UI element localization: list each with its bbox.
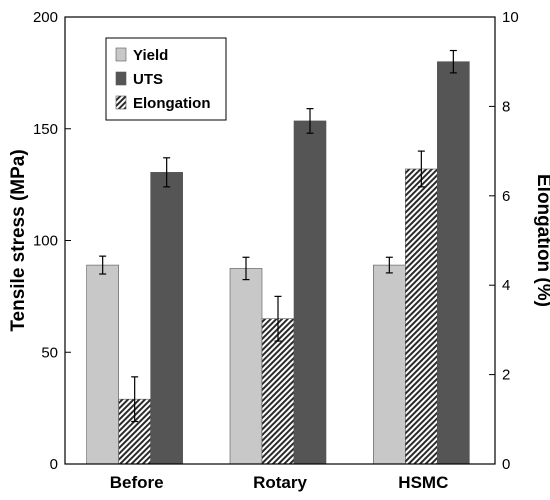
bar-elongation-hsmc: [405, 168, 438, 465]
bar-yield-hsmc: [373, 264, 406, 465]
error-bar-uts-before: [163, 157, 171, 188]
left-tick-label: 100: [33, 233, 58, 250]
legend: Yield UTS Elongation: [105, 37, 227, 121]
error-bar-elongation-hsmc: [417, 150, 425, 188]
legend-swatch-elongation: [115, 95, 127, 110]
left-tick-label: 150: [33, 121, 58, 138]
right-tick-label: 10: [502, 9, 519, 26]
error-bar-uts-rotary: [306, 108, 314, 134]
error-bar-uts-hsmc: [449, 49, 457, 74]
legend-swatch-yield: [115, 47, 127, 62]
right-tick-label: 6: [502, 188, 510, 205]
error-bar-elongation-rotary: [274, 295, 282, 342]
bar-yield-before: [86, 264, 119, 465]
right-tick-label: 8: [502, 98, 510, 115]
y-axis-label: Tensile stress (MPa): [8, 149, 29, 331]
category-labels: Before Rotary HSMC: [110, 473, 449, 492]
left-tick-label: 50: [41, 344, 58, 361]
left-tick-label: 200: [33, 9, 58, 26]
left-tick-label: 0: [50, 456, 58, 473]
y2-axis-label: Elongation (%): [533, 174, 550, 307]
error-bar-yield-rotary: [242, 256, 250, 281]
error-bar-elongation-before: [131, 376, 139, 423]
category-label-hsmc: HSMC: [398, 473, 448, 492]
error-bars-layer: [99, 49, 457, 423]
legend-label-uts: UTS: [133, 71, 163, 88]
error-bar-yield-hsmc: [385, 256, 393, 274]
category-label-before: Before: [110, 473, 164, 492]
legend-label-yield: Yield: [133, 47, 168, 64]
right-axis-ticks: 0 2 4 6 8 10: [489, 9, 519, 473]
error-bar-yield-before: [99, 255, 107, 275]
bars-layer: [86, 61, 470, 465]
legend-label-elongation: Elongation: [133, 95, 211, 112]
bar-yield-rotary: [229, 268, 263, 465]
category-label-rotary: Rotary: [253, 473, 307, 492]
right-tick-label: 4: [502, 277, 510, 294]
bar-uts-rotary: [293, 120, 327, 465]
bar-uts-before: [150, 172, 183, 465]
right-tick-label: 0: [502, 456, 510, 473]
right-tick-label: 2: [502, 367, 510, 384]
bar-uts-hsmc: [437, 61, 470, 465]
legend-swatch-uts: [115, 71, 127, 86]
left-axis-ticks: 0 50 100 150 200: [33, 9, 71, 473]
bar-elongation-rotary: [261, 318, 295, 465]
